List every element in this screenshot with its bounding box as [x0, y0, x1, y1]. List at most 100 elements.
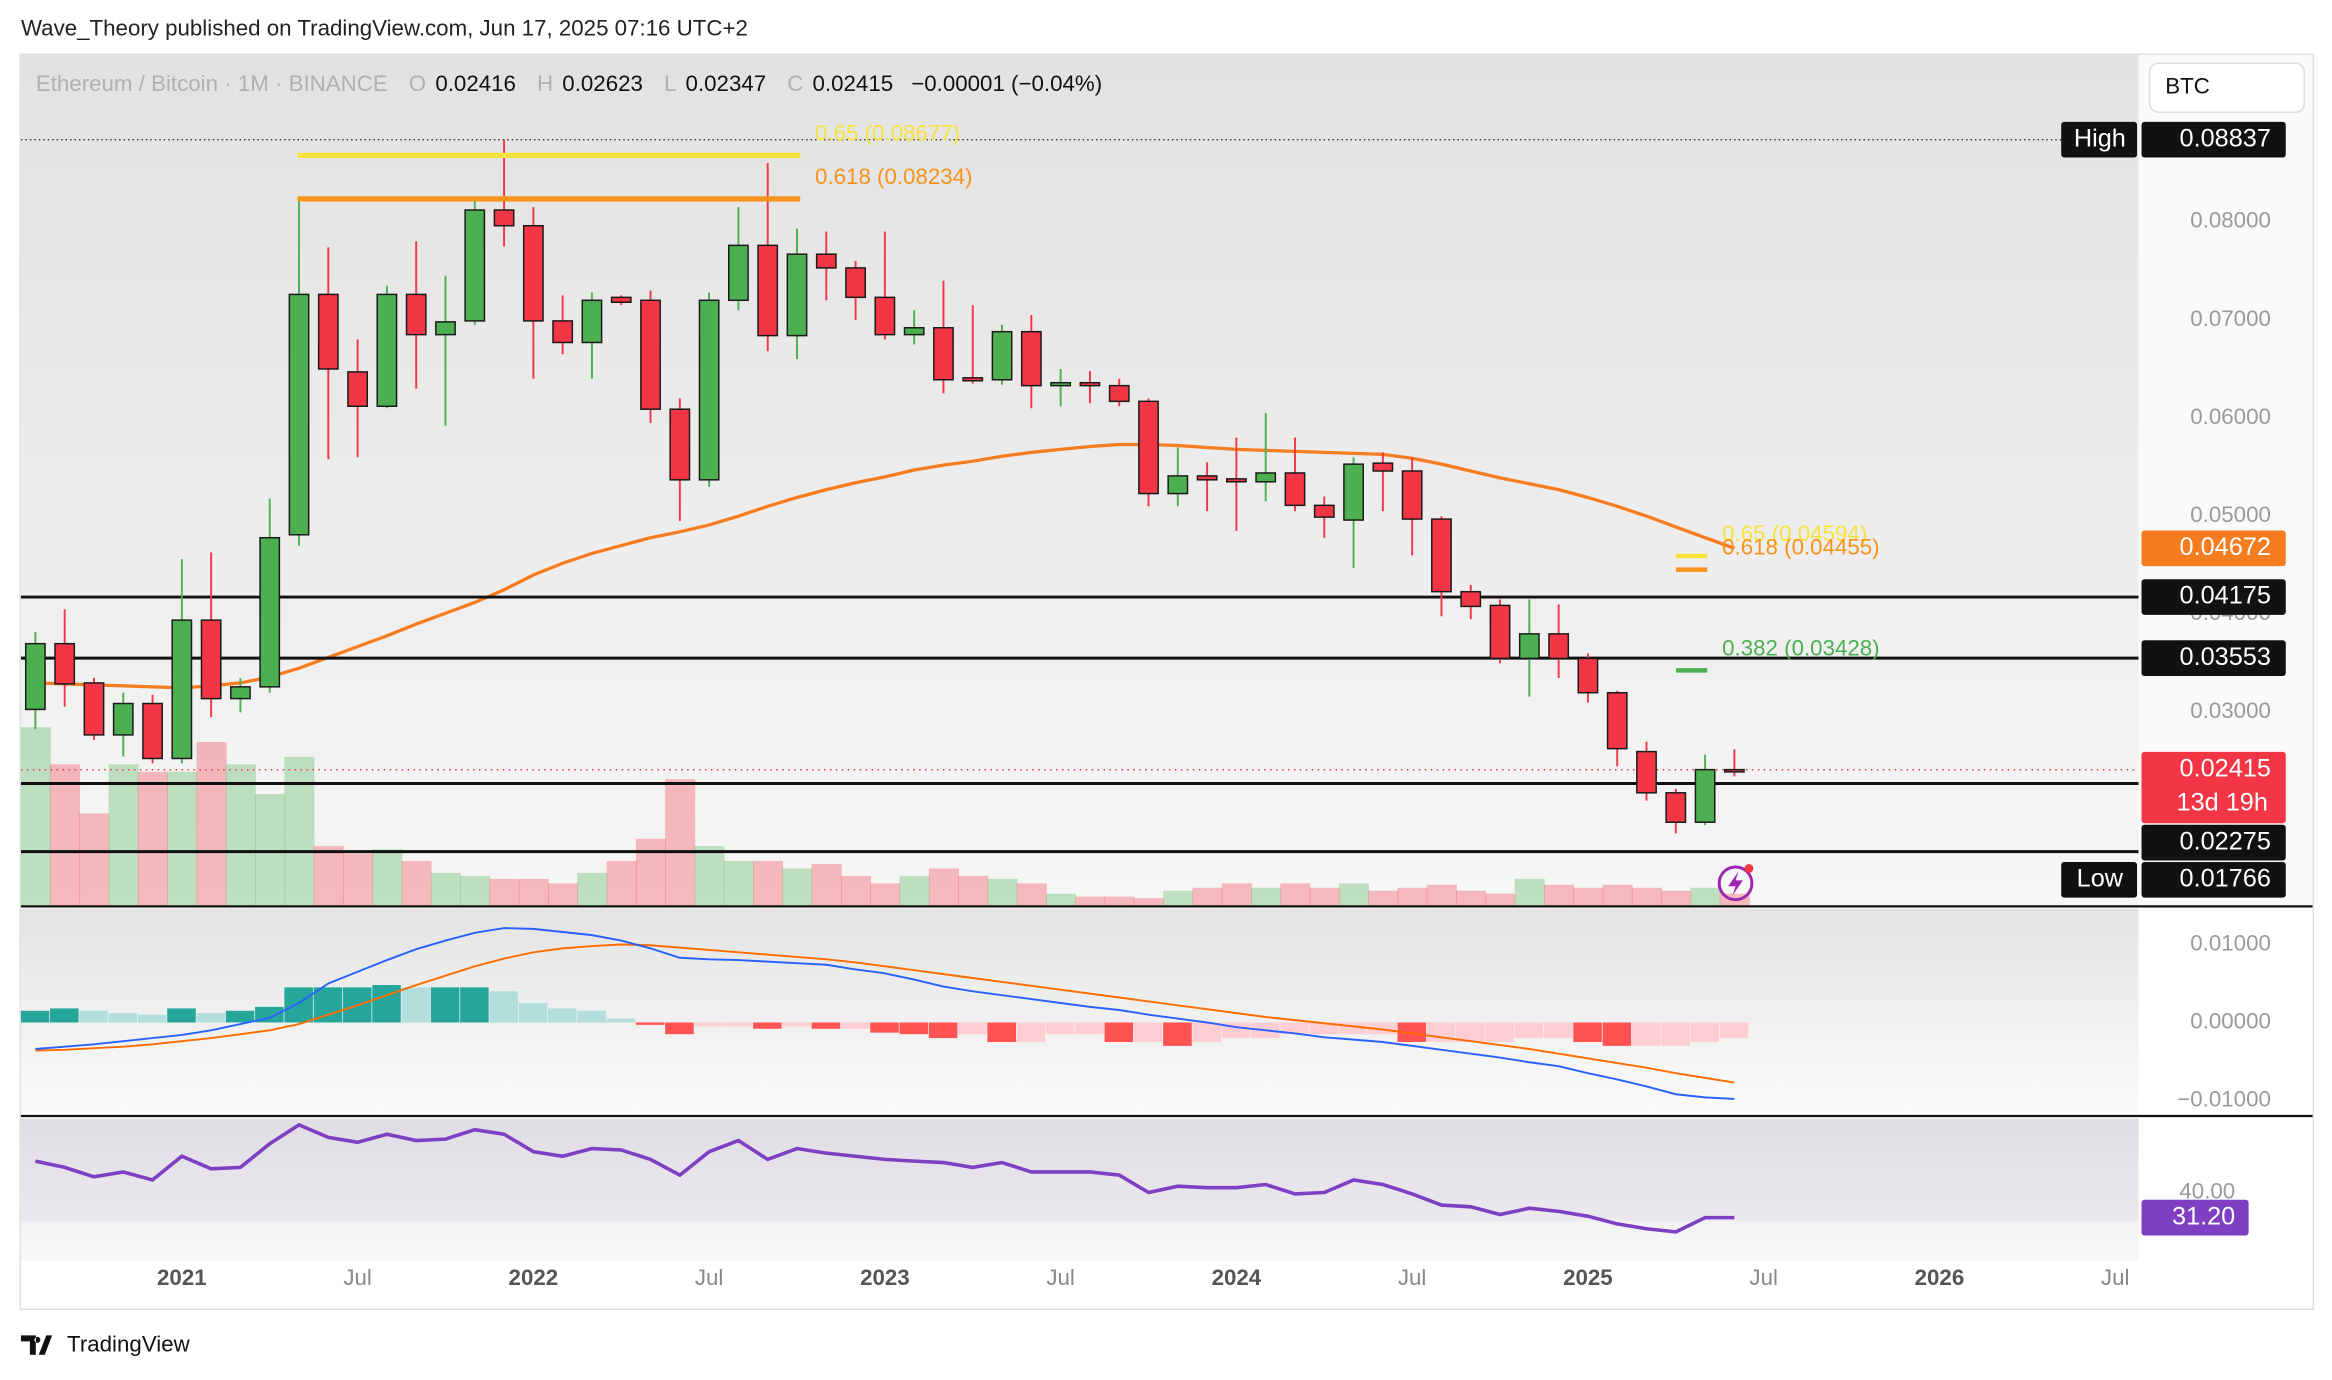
y-tick-label: −0.01000 — [2177, 1086, 2271, 1111]
alert-icon-bolt[interactable] — [1728, 871, 1743, 896]
candle-body — [1489, 604, 1511, 660]
macd-histogram-bar — [430, 987, 460, 1023]
price-badge — [2141, 751, 2286, 824]
candle-body — [24, 642, 46, 711]
alert-icon-dot[interactable] — [1744, 863, 1754, 873]
price-change: −0.00001 (−0.04%) — [911, 71, 1102, 96]
macd-histogram-bar — [1163, 1022, 1192, 1046]
volume-bar — [1631, 887, 1662, 906]
macd-histogram-bar — [108, 1013, 138, 1023]
price-badge-label: 0.04672 — [2180, 533, 2271, 561]
volume-bar — [108, 764, 139, 906]
macd-histogram-bar — [313, 987, 343, 1023]
candle-body — [200, 619, 222, 700]
y-tick-label: 0.06000 — [2190, 404, 2271, 429]
candle-body — [171, 619, 193, 760]
ohlc-letter: O — [409, 71, 426, 96]
macd-histogram-bar — [1397, 1022, 1427, 1042]
volume-bar — [928, 868, 959, 906]
currency-button[interactable] — [2148, 62, 2306, 114]
candle-body — [230, 686, 251, 700]
candle-body — [1138, 400, 1159, 495]
volume-bar — [1602, 884, 1633, 906]
candle-body — [259, 536, 281, 688]
macd-histogram-bar — [20, 1010, 50, 1023]
alert-icon-ring[interactable] — [1717, 865, 1754, 902]
y-tick-label: 40.00 — [2179, 1178, 2235, 1203]
symbol-title: Ethereum / Bitcoin · 1M · BINANCE — [36, 71, 388, 96]
alert-icon[interactable] — [1717, 863, 1754, 902]
volume-bar — [79, 813, 110, 906]
candle-body — [1225, 478, 1247, 483]
volume-bar — [342, 853, 373, 906]
volume-bar — [1661, 890, 1692, 906]
ohlc-value: 0.02416 — [435, 71, 516, 96]
currency-button-label[interactable]: BTC — [2165, 74, 2210, 99]
candle-body — [1050, 381, 1072, 387]
volume-bar — [723, 861, 754, 906]
candle-body — [1255, 472, 1277, 483]
macd-histogram-bar — [1016, 1022, 1046, 1042]
macd-histogram-bar — [870, 1022, 899, 1033]
ohlc-letter: H — [537, 71, 553, 96]
volume-bar — [430, 872, 461, 906]
rsi-band — [20, 1118, 2139, 1222]
candle-body — [405, 293, 427, 336]
price-badge — [2141, 861, 2286, 898]
volume-bar — [225, 764, 256, 906]
macd-histogram-bar — [1514, 1022, 1544, 1039]
macd-histogram-bar — [782, 1022, 811, 1027]
candle-body — [991, 330, 1013, 381]
macd-plot — [20, 927, 1749, 1100]
candle-body — [1431, 518, 1452, 593]
candle-body — [786, 253, 808, 337]
macd-histogram-bar — [840, 1022, 870, 1029]
rsi-plot — [20, 1118, 2139, 1234]
macd-histogram-bar — [1602, 1022, 1632, 1046]
volume-bar — [1426, 884, 1457, 906]
ohlc-letter: C — [787, 71, 803, 96]
volume-bar — [401, 861, 432, 906]
candle-body — [1577, 657, 1599, 694]
macd-histogram-bar — [899, 1022, 929, 1035]
macd-histogram-bar — [1280, 1022, 1309, 1035]
volume-bar — [958, 875, 989, 906]
volume-bar — [50, 764, 81, 906]
x-tick-label: 2026 — [1915, 1265, 1965, 1290]
macd-histogram-bar — [1192, 1022, 1222, 1042]
macd-histogram-bar — [196, 1013, 226, 1023]
volume-bar — [1104, 896, 1135, 906]
candle-body — [1284, 472, 1306, 507]
candle-body — [1372, 462, 1394, 472]
rsi-line — [35, 1122, 1735, 1234]
macd-histogram-bar — [1631, 1022, 1661, 1046]
price-badge-label: 0.02415 — [2180, 754, 2271, 782]
candle-body — [54, 642, 76, 685]
candle-body — [1723, 768, 1745, 773]
logo-text[interactable]: TradingView — [67, 1332, 191, 1357]
volume-bar — [1573, 887, 1604, 906]
macd-histogram-bar — [79, 1010, 108, 1023]
volume-bar — [196, 742, 227, 906]
volume-bar — [840, 875, 871, 906]
volume-bar — [1251, 887, 1282, 906]
candle-body — [1196, 475, 1218, 481]
main-plot — [20, 138, 2139, 906]
candle-body — [552, 320, 574, 344]
x-tick-label: 2024 — [1212, 1265, 1262, 1290]
macd-histogram-bar — [372, 985, 401, 1023]
volume-bar — [1133, 898, 1164, 906]
volume-bar — [167, 771, 198, 906]
signal-line — [35, 943, 1735, 1084]
axes: 0.030000.040000.050000.060000.070000.080… — [157, 121, 2286, 1290]
main-pane — [20, 55, 2139, 906]
volume-bar — [1163, 890, 1194, 906]
volume-bar — [753, 861, 784, 906]
macd-histogram-bar — [753, 1022, 782, 1029]
volume-bar — [20, 727, 51, 906]
fib-label: 0.65 (0.04594) — [1722, 521, 1867, 546]
y-tick-label: 0.00000 — [2190, 1008, 2271, 1033]
candle-body — [1518, 633, 1540, 660]
macd-histogram-bar — [1133, 1022, 1163, 1042]
